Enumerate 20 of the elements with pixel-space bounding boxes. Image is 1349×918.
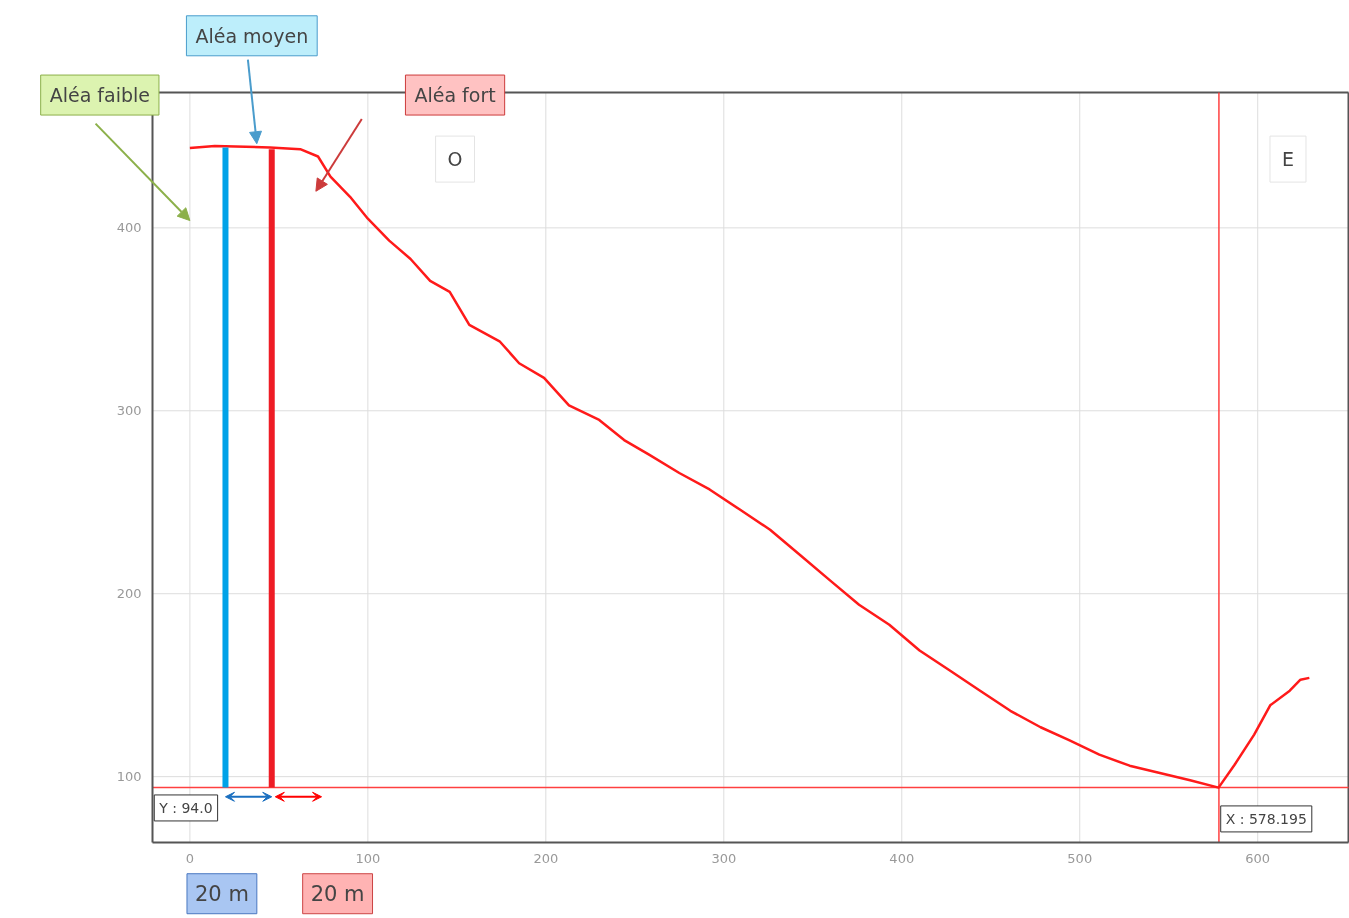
x-tick-label: 500 [1067, 850, 1093, 866]
ref-line-label: Y : 94.0 [158, 799, 213, 816]
x-tick-label: 600 [1245, 850, 1271, 866]
y-tick-label: 300 [116, 403, 142, 419]
x-tick-label: 300 [711, 850, 737, 866]
x-tick-label: 0 [185, 850, 195, 866]
y-tick-label: 100 [116, 769, 142, 785]
annotation: Aléa fort [414, 84, 496, 107]
annotation: O [447, 148, 463, 171]
annotation: E [1281, 148, 1294, 171]
x-tick-label: 400 [889, 850, 915, 866]
y-tick-label: 200 [116, 586, 142, 602]
text: 20 m [194, 881, 249, 906]
text: Aléa faible [49, 84, 150, 107]
x-tick-label: 100 [355, 850, 381, 866]
ref-line-label: X : 578.195 [1225, 810, 1307, 827]
x-tick-label: 200 [533, 850, 559, 866]
annotation: Aléa moyen [195, 24, 309, 47]
y-tick-label: 400 [116, 220, 142, 236]
text: 20 m [310, 881, 365, 906]
